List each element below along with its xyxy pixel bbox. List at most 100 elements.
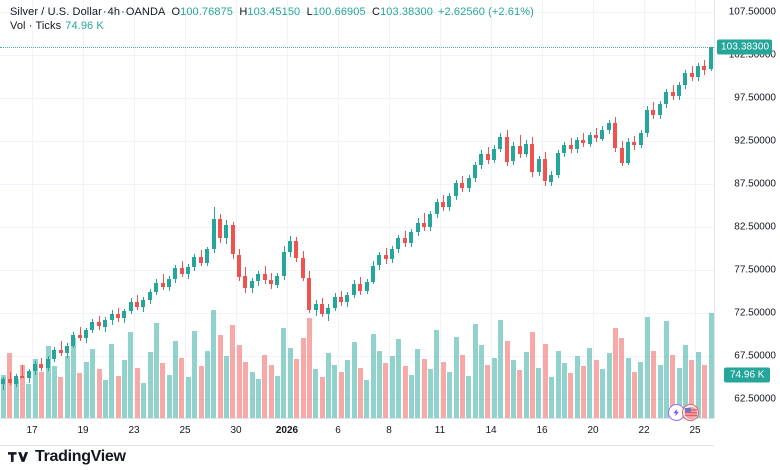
volume-bar: [294, 359, 299, 418]
volume-bar: [160, 363, 165, 418]
candle-body: [371, 266, 375, 282]
candle-body: [205, 249, 209, 263]
candle-body: [671, 92, 675, 96]
volume-bar: [549, 377, 554, 418]
last-price-badge[interactable]: 103.38300: [717, 39, 773, 55]
candle-body: [231, 225, 235, 254]
candle-body: [218, 219, 222, 238]
volume-bar: [135, 368, 140, 418]
time-tick-label: 19: [77, 425, 89, 436]
volume-bar: [90, 349, 95, 418]
volume-bar: [141, 383, 146, 418]
volume-bar: [352, 342, 357, 418]
price-scale[interactable]: 107.50000 102.50000 97.50000 92.50000 87.500…: [714, 0, 780, 418]
grid-line-horizontal: [0, 55, 714, 56]
candle-body: [390, 249, 394, 259]
candle-body: [237, 255, 241, 277]
volume-bar: [192, 331, 197, 418]
volume-bar: [84, 362, 89, 418]
candle-body: [600, 130, 604, 139]
volume-bar: [403, 366, 408, 418]
volume-bar: [116, 376, 121, 418]
grid-line-horizontal: [0, 12, 714, 13]
candle-body: [256, 274, 260, 281]
volume-bar: [613, 328, 618, 418]
volume-bar: [530, 332, 535, 418]
candle-body: [556, 153, 560, 175]
volume-bar: [473, 324, 478, 418]
volume-bar: [326, 353, 331, 418]
volume-bar: [466, 376, 471, 418]
candle-body: [702, 66, 706, 70]
time-tick-label: 23: [128, 425, 140, 436]
candle-body: [20, 376, 24, 378]
candle-body: [243, 276, 247, 288]
volume-bar: [415, 349, 420, 418]
grid-line-vertical: [440, 0, 441, 418]
volume-bar: [709, 313, 714, 418]
time-tick-label-major: 2026: [275, 425, 299, 436]
candle-body: [148, 292, 152, 300]
candle-body: [282, 252, 286, 276]
price-tick-label: 102.50000: [728, 49, 776, 61]
candle-body: [632, 142, 636, 145]
volume-bar: [58, 377, 63, 418]
candle-wick: [80, 327, 81, 341]
us-flag-icon[interactable]: [682, 404, 699, 421]
lightning-icon[interactable]: [668, 404, 685, 421]
volume-bar: [288, 348, 293, 418]
volume-bar: [52, 366, 57, 418]
price-tick-label: 107.50000: [728, 6, 776, 18]
candle-body: [180, 268, 184, 274]
candle-body: [428, 214, 432, 227]
volume-bar: [383, 363, 388, 418]
candle-body: [212, 219, 216, 249]
volume-bar: [46, 346, 51, 418]
volume-bar: [205, 351, 210, 418]
candle-body: [65, 346, 69, 353]
volume-bar: [173, 341, 178, 418]
candle-body: [479, 154, 483, 165]
candle-body: [110, 314, 114, 320]
volume-bar: [250, 372, 255, 418]
volume-bar: [7, 353, 12, 418]
tradingview-branding[interactable]: TradingView: [8, 448, 126, 466]
candle-body: [192, 257, 196, 267]
time-tick-label: 20: [587, 425, 599, 436]
grid-line-horizontal: [0, 356, 714, 357]
candle-body: [199, 257, 203, 263]
volume-bar: [256, 379, 261, 418]
chart-plot-area[interactable]: [0, 0, 714, 418]
candle-body: [122, 311, 126, 318]
price-tick-label: 97.50000: [734, 92, 776, 104]
volume-bar: [575, 356, 580, 418]
volume-bar: [269, 365, 274, 418]
volume-bar: [154, 323, 159, 418]
grid-line-vertical: [542, 0, 543, 418]
candle-body: [409, 232, 413, 243]
volume-bar: [447, 372, 452, 418]
volume-bar: [320, 377, 325, 418]
volume-value-badge[interactable]: 74.96 K: [724, 367, 771, 383]
grid-line-horizontal: [0, 313, 714, 314]
time-scale[interactable]: 17 19 23 25 30 2026 6 8 11 14 16 20 22 25: [0, 419, 714, 446]
volume-bar: [683, 345, 688, 418]
candle-wick: [61, 341, 62, 356]
volume-bar: [524, 352, 529, 418]
candle-body: [358, 284, 362, 291]
price-tick-label: 77.50000: [734, 264, 776, 276]
time-tick-label: 8: [386, 425, 392, 436]
candle-body: [626, 142, 630, 163]
candle-body: [511, 146, 515, 161]
candle-body: [645, 110, 649, 133]
candle-body: [543, 159, 547, 181]
candle-body: [345, 295, 349, 302]
volume-bar: [167, 375, 172, 418]
candle-body: [352, 284, 356, 295]
volume-bar: [587, 348, 592, 418]
candle-body: [135, 302, 139, 307]
time-tick-label: 25: [689, 425, 701, 436]
candle-body: [396, 238, 400, 249]
time-tick-label: 22: [638, 425, 650, 436]
candle-body: [588, 135, 592, 144]
